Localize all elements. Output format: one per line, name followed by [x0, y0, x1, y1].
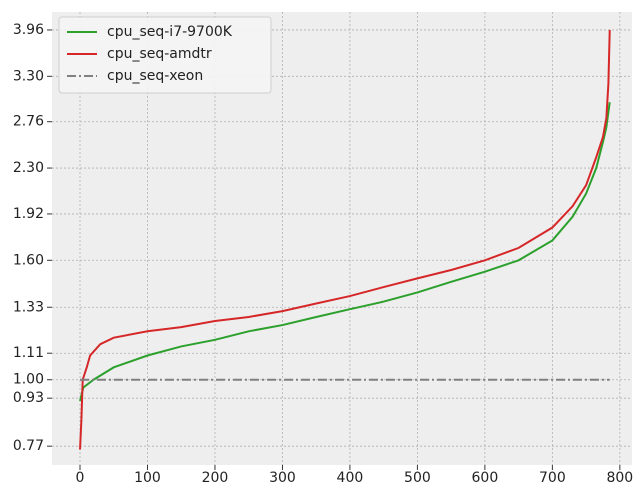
- y-tick-label: 2.76: [13, 114, 44, 130]
- y-tick-label: 1.11: [13, 345, 44, 361]
- series-line: [79, 29, 611, 450]
- legend: cpu_seq-i7-9700K cpu_seq-amdtr cpu_seq-xeo…: [58, 16, 272, 94]
- lines: [79, 29, 611, 450]
- y-tick-label: 1.00: [13, 372, 44, 388]
- x-tick-label: 100: [134, 470, 161, 484]
- y-tick-label: 1.33: [13, 299, 44, 315]
- y-tick-label: 3.96: [13, 22, 44, 38]
- x-tick-label: 800: [606, 470, 633, 484]
- x-tick-label: 0: [76, 470, 85, 484]
- series-line: [79, 102, 611, 402]
- y-tick-label: 0.93: [13, 390, 44, 406]
- x-tick-label: 400: [337, 470, 364, 484]
- y-tick-label: 1.92: [13, 206, 44, 222]
- legend-label: cpu_seq-i7-9700K: [107, 24, 233, 40]
- y-tick-label: 2.30: [13, 160, 44, 176]
- y-tick-label: 1.60: [13, 252, 44, 268]
- y-tick-label: 3.30: [13, 68, 44, 84]
- legend-label: cpu_seq-xeon: [107, 68, 203, 84]
- x-tick-label: 200: [202, 470, 229, 484]
- legend-box: [58, 16, 272, 94]
- x-tick-label: 700: [539, 470, 566, 484]
- x-tick-label: 500: [404, 470, 431, 484]
- y-tick-label: 0.77: [13, 438, 44, 454]
- x-tick-label: 300: [269, 470, 296, 484]
- legend-label: cpu_seq-amdtr: [107, 46, 212, 62]
- axes: 0 100 200 300 400 500 600 700 800 0.77 0.93 1.00 1.1…: [13, 22, 633, 484]
- x-tick-label: 600: [472, 470, 499, 484]
